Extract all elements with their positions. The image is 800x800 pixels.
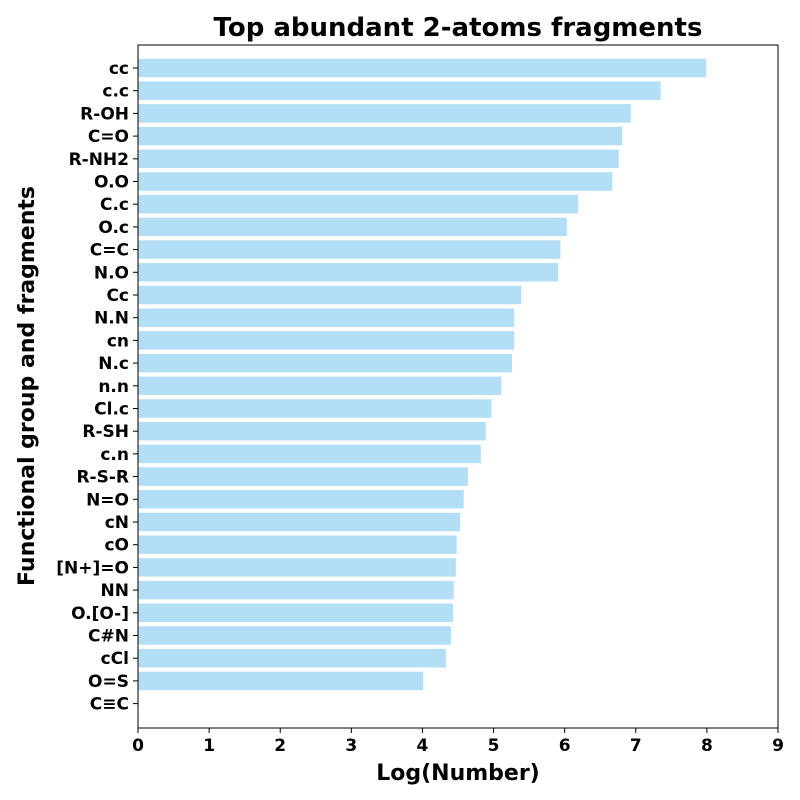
category-label-28: C≡C	[90, 695, 129, 715]
category-label-22: [N+]=O	[56, 558, 129, 578]
category-label-25: C#N	[88, 627, 129, 647]
bar-4-r-nh2	[138, 149, 619, 169]
bar-7-o-c	[138, 217, 567, 237]
chart-title: Top abundant 2-atoms fragments	[214, 13, 703, 43]
category-label-19: N=O	[86, 490, 129, 510]
x-tick-label-1: 1	[203, 736, 215, 756]
bar-9-n-o	[138, 263, 559, 282]
plot-frame	[137, 44, 779, 729]
bar-6-c-c	[138, 194, 579, 214]
bar-23-nn	[138, 580, 454, 600]
bar-22-n-o	[138, 558, 456, 577]
category-label-3: C=O	[88, 127, 129, 147]
bar-16-r-sh	[138, 421, 486, 441]
x-tick-label-2: 2	[274, 736, 286, 756]
x-ticks-group: 0 1 2 3 4 5 6 7 8 9	[132, 728, 784, 756]
category-label-6: C.c	[100, 195, 129, 215]
category-label-10: Cc	[106, 286, 129, 306]
category-label-27: O=S	[88, 672, 129, 692]
category-label-24: O.[O-]	[71, 604, 129, 624]
bar-17-c-n	[138, 444, 481, 464]
bar-3-c-o	[138, 126, 623, 146]
category-label-13: N.c	[98, 354, 129, 374]
bar-25-c-n	[138, 626, 451, 645]
x-tick-label-9: 9	[772, 736, 784, 756]
y-axis-label: Functional group and fragments	[15, 186, 40, 586]
bars-group	[138, 58, 707, 691]
category-label-23: NN	[101, 581, 129, 601]
category-label-14: n.n	[98, 377, 129, 397]
bar-27-o-s	[138, 671, 424, 691]
bar-10-cc	[138, 285, 522, 305]
bar-21-co	[138, 535, 457, 554]
category-label-11: N.N	[94, 309, 129, 329]
bar-11-n-n	[138, 308, 515, 327]
bar-13-n-c	[138, 353, 513, 373]
category-label-9: N.O	[94, 263, 129, 283]
bar-5-o-o	[138, 172, 613, 191]
category-label-1: c.c	[102, 82, 129, 102]
category-label-16: R-SH	[82, 422, 129, 442]
category-labels-group: cc c.cR-OH C=O R-NH2 O.OC.c O.c C=CN.O Cc N.Ncn N…	[56, 59, 138, 715]
bar-2-r-oh	[138, 104, 631, 123]
bar-26-ccl	[138, 648, 446, 668]
bar-24-o-o	[138, 603, 454, 623]
category-label-26: cCl	[101, 649, 129, 669]
category-label-12: cn	[107, 331, 129, 351]
bar-0-cc	[138, 58, 707, 78]
category-label-15: Cl.c	[94, 400, 129, 420]
x-tick-label-5: 5	[488, 736, 500, 756]
x-tick-label-3: 3	[345, 736, 357, 756]
category-label-17: c.n	[100, 445, 129, 465]
category-label-4: R-NH2	[69, 150, 129, 170]
bar-8-c-c	[138, 240, 561, 259]
x-tick-label-7: 7	[630, 736, 642, 756]
bar-14-n-n	[138, 376, 502, 396]
x-tick-label-6: 6	[559, 736, 571, 756]
x-axis-label: Log(Number)	[376, 761, 540, 786]
category-label-8: C=C	[90, 241, 129, 261]
category-label-18: R-S-R	[76, 468, 129, 488]
bar-20-cn	[138, 512, 461, 532]
bar-15-cl-c	[138, 399, 492, 418]
bar-18-r-s-r	[138, 467, 468, 486]
bar-12-cn	[138, 331, 515, 350]
category-label-5: O.O	[94, 173, 129, 193]
x-tick-label-8: 8	[701, 736, 713, 756]
category-label-7: O.c	[98, 218, 129, 238]
category-label-21: cO	[104, 536, 129, 556]
category-label-20: cN	[105, 513, 129, 533]
bar-1-c-c	[138, 81, 661, 100]
x-tick-label-4: 4	[417, 736, 429, 756]
category-label-2: R-OH	[80, 104, 129, 124]
category-label-0: cc	[109, 59, 129, 79]
x-tick-label-0: 0	[132, 736, 144, 756]
bar-19-n-o	[138, 490, 464, 509]
